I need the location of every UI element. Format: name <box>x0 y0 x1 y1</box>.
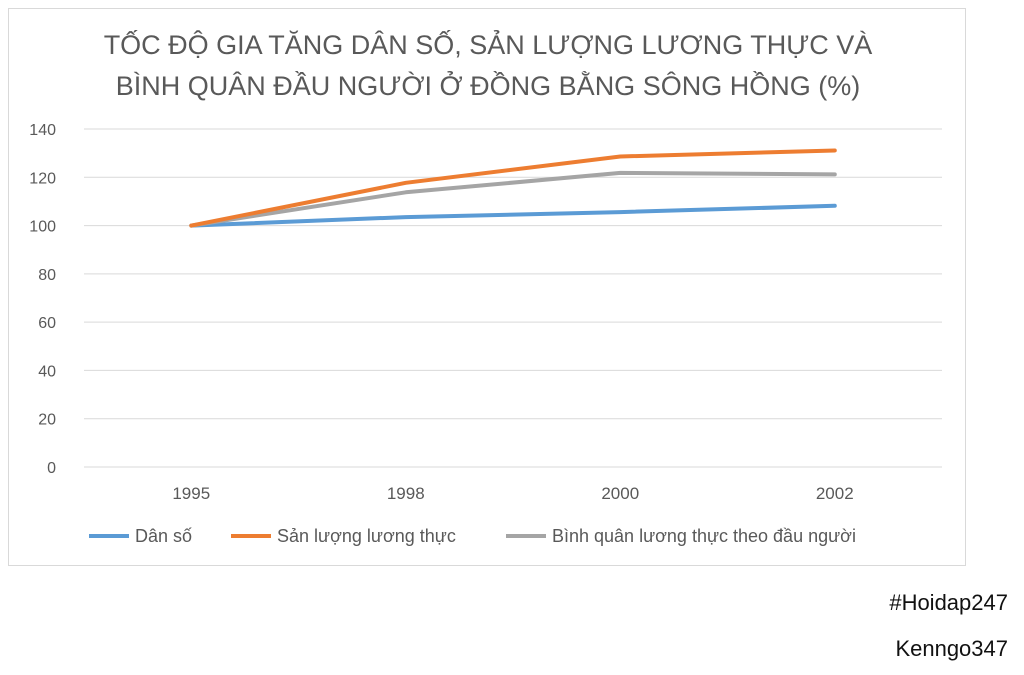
y-axis-tick-labels: 0 20 40 60 80 100 120 140 <box>29 122 56 477</box>
legend-label-2: Bình quân lương thực theo đầu người <box>552 526 856 546</box>
x-tick-label: 1995 <box>172 484 210 503</box>
y-tick-label: 20 <box>38 412 56 429</box>
series-lines <box>189 148 837 228</box>
chart-title-line-2: BÌNH QUÂN ĐẦU NGƯỜI Ở ĐỒNG BẰNG SÔNG HỒN… <box>116 69 860 101</box>
chart-frame: TỐC ĐỘ GIA TĂNG DÂN SỐ, SẢN LƯỢNG LƯƠNG … <box>8 8 966 566</box>
series-line-0 <box>189 203 837 228</box>
y-tick-label: 0 <box>47 460 56 477</box>
legend: Dân số Sản lượng lương thực Bình quân lươn… <box>89 526 856 546</box>
x-tick-label: 1998 <box>387 484 425 503</box>
series-line-2 <box>189 170 837 228</box>
hashtag-watermark: #Hoidap247 <box>889 590 1008 615</box>
y-tick-label: 100 <box>29 219 56 236</box>
y-tick-label: 40 <box>38 363 56 380</box>
y-tick-label: 80 <box>38 267 56 284</box>
y-tick-label: 120 <box>29 170 56 187</box>
series-line-1 <box>189 148 837 228</box>
gridlines <box>84 128 942 468</box>
x-tick-label: 2002 <box>816 484 854 503</box>
y-tick-label: 60 <box>38 315 56 332</box>
legend-label-0: Dân số <box>135 526 192 546</box>
y-tick-label: 140 <box>29 122 56 139</box>
line-chart: TỐC ĐỘ GIA TĂNG DÂN SỐ, SẢN LƯỢNG LƯƠNG … <box>29 28 942 546</box>
x-tick-label: 2000 <box>601 484 639 503</box>
legend-label-1: Sản lượng lương thực <box>277 526 456 546</box>
chart-title-line-1: TỐC ĐỘ GIA TĂNG DÂN SỐ, SẢN LƯỢNG LƯƠNG … <box>104 28 873 60</box>
author-watermark: Kenngo347 <box>895 636 1008 661</box>
x-axis-tick-labels: 1995 1998 2000 2002 <box>172 484 853 503</box>
